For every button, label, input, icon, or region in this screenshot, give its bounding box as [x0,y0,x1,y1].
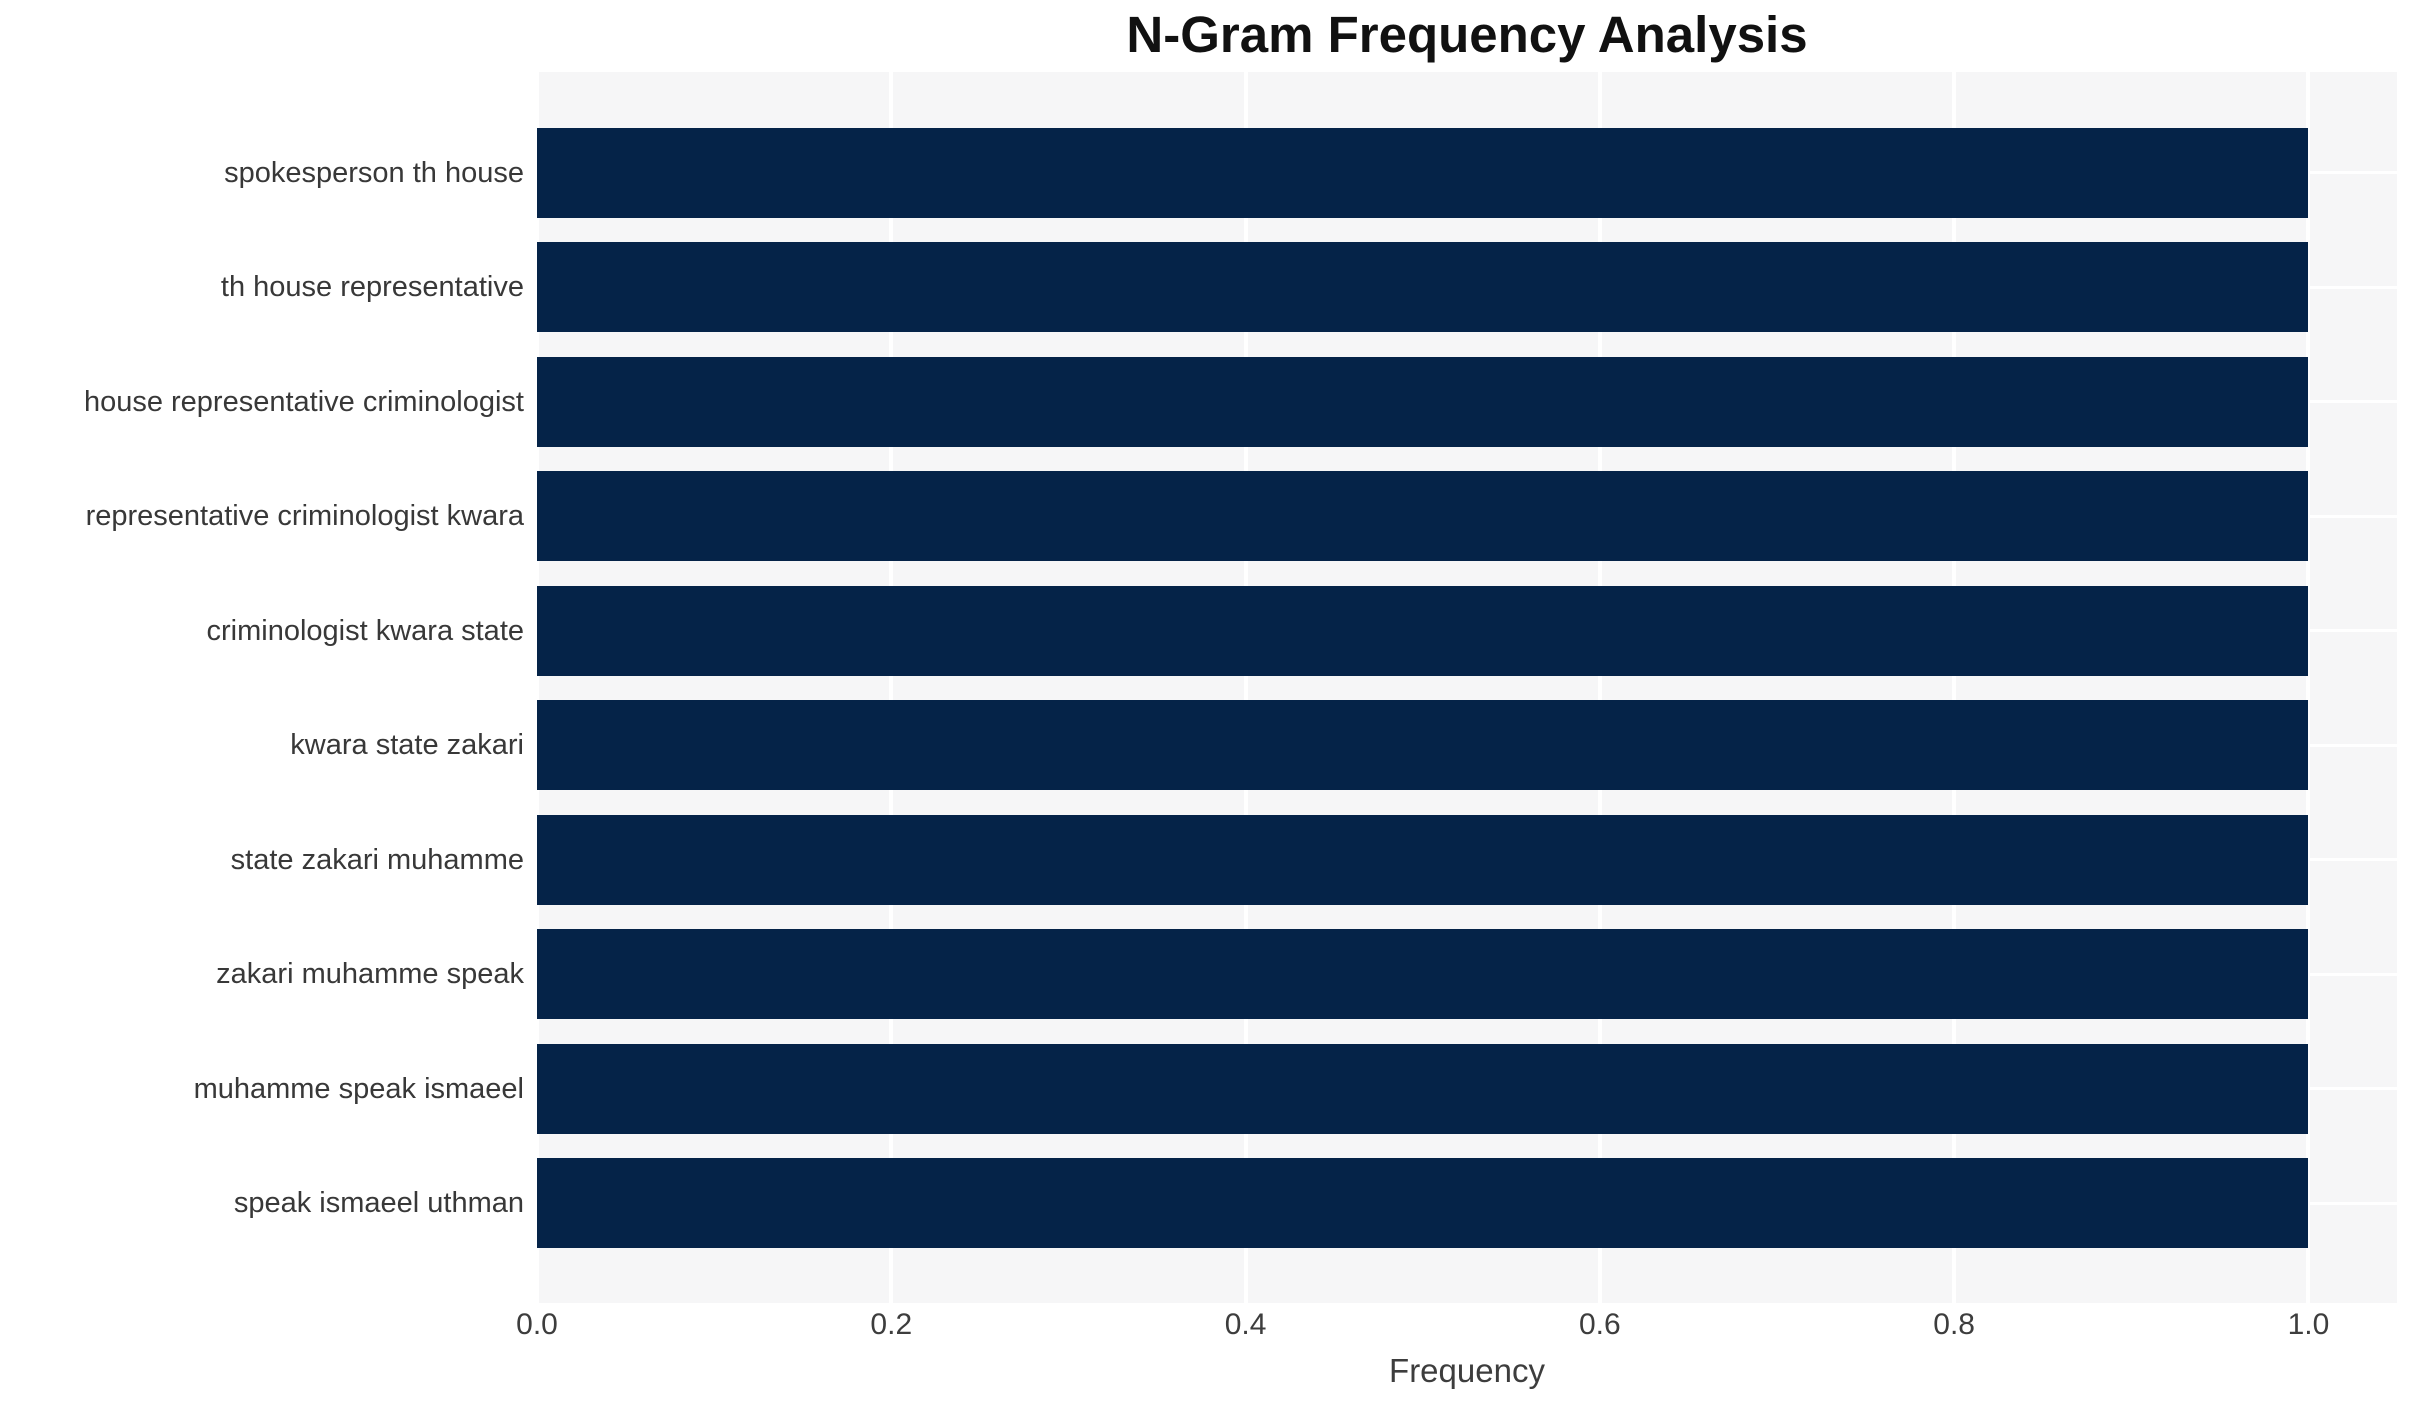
y-tick-label: house representative criminologist [83,385,524,418]
x-tick-label-0.0: 0.0 [516,1308,558,1341]
x-tick-label-1.0: 1.0 [2287,1308,2330,1341]
x-tick-label-0.8: 0.8 [1933,1308,1975,1341]
bar-th-house-representative[interactable] [537,242,2309,332]
bar-zakari-muhamme-speak[interactable] [537,929,2309,1019]
chart-title: N-Gram Frequency Analysis [1126,6,1808,63]
y-tick-label: kwara state zakari [290,729,524,761]
y-tick-label: representative criminologist kwara [85,500,524,532]
x-gridline-0.4 [1243,72,1248,1303]
bar-muhamme-speak-ismaeel[interactable] [537,1043,2309,1134]
y-tick-label: criminologist kwara state [206,614,525,647]
x-gridline-0.6 [1597,72,1602,1303]
y-tick-label: state zakari muhamme [230,843,524,876]
bar-spokesperson-th-house[interactable] [537,127,2309,218]
bar-state-zakari-muhamme[interactable] [537,814,2309,905]
bar-house-representative-criminologist[interactable] [537,356,2309,447]
x-tick-label-0.4: 0.4 [1224,1308,1267,1341]
x-axis-title: Frequency [1389,1352,1545,1389]
plot-area [535,72,2397,1303]
x-gridline-0.8 [1952,72,1957,1303]
y-tick-label: muhamme speak ismaeel [193,1072,524,1105]
x-gridline-1.0 [2306,72,2311,1303]
y-tick-label: speak ismaeel uthman [233,1187,524,1219]
bar-kwara-state-zakari[interactable] [537,700,2309,790]
x-gridline-0.2 [889,72,894,1303]
bar-criminologist-kwara-state[interactable] [537,585,2309,676]
x-gridline-0.0 [535,72,539,1303]
bar-representative-criminologist-kwara[interactable] [537,471,2309,561]
y-tick-label: spokesperson th house [224,156,524,189]
y-tick-label: th house representative [220,271,524,303]
x-tick-label-0.6: 0.6 [1578,1308,1621,1341]
bar-speak-ismaeel-uthman[interactable] [537,1158,2309,1248]
x-tick-label-0.2: 0.2 [870,1308,913,1341]
y-tick-label: zakari muhamme speak [216,958,524,990]
